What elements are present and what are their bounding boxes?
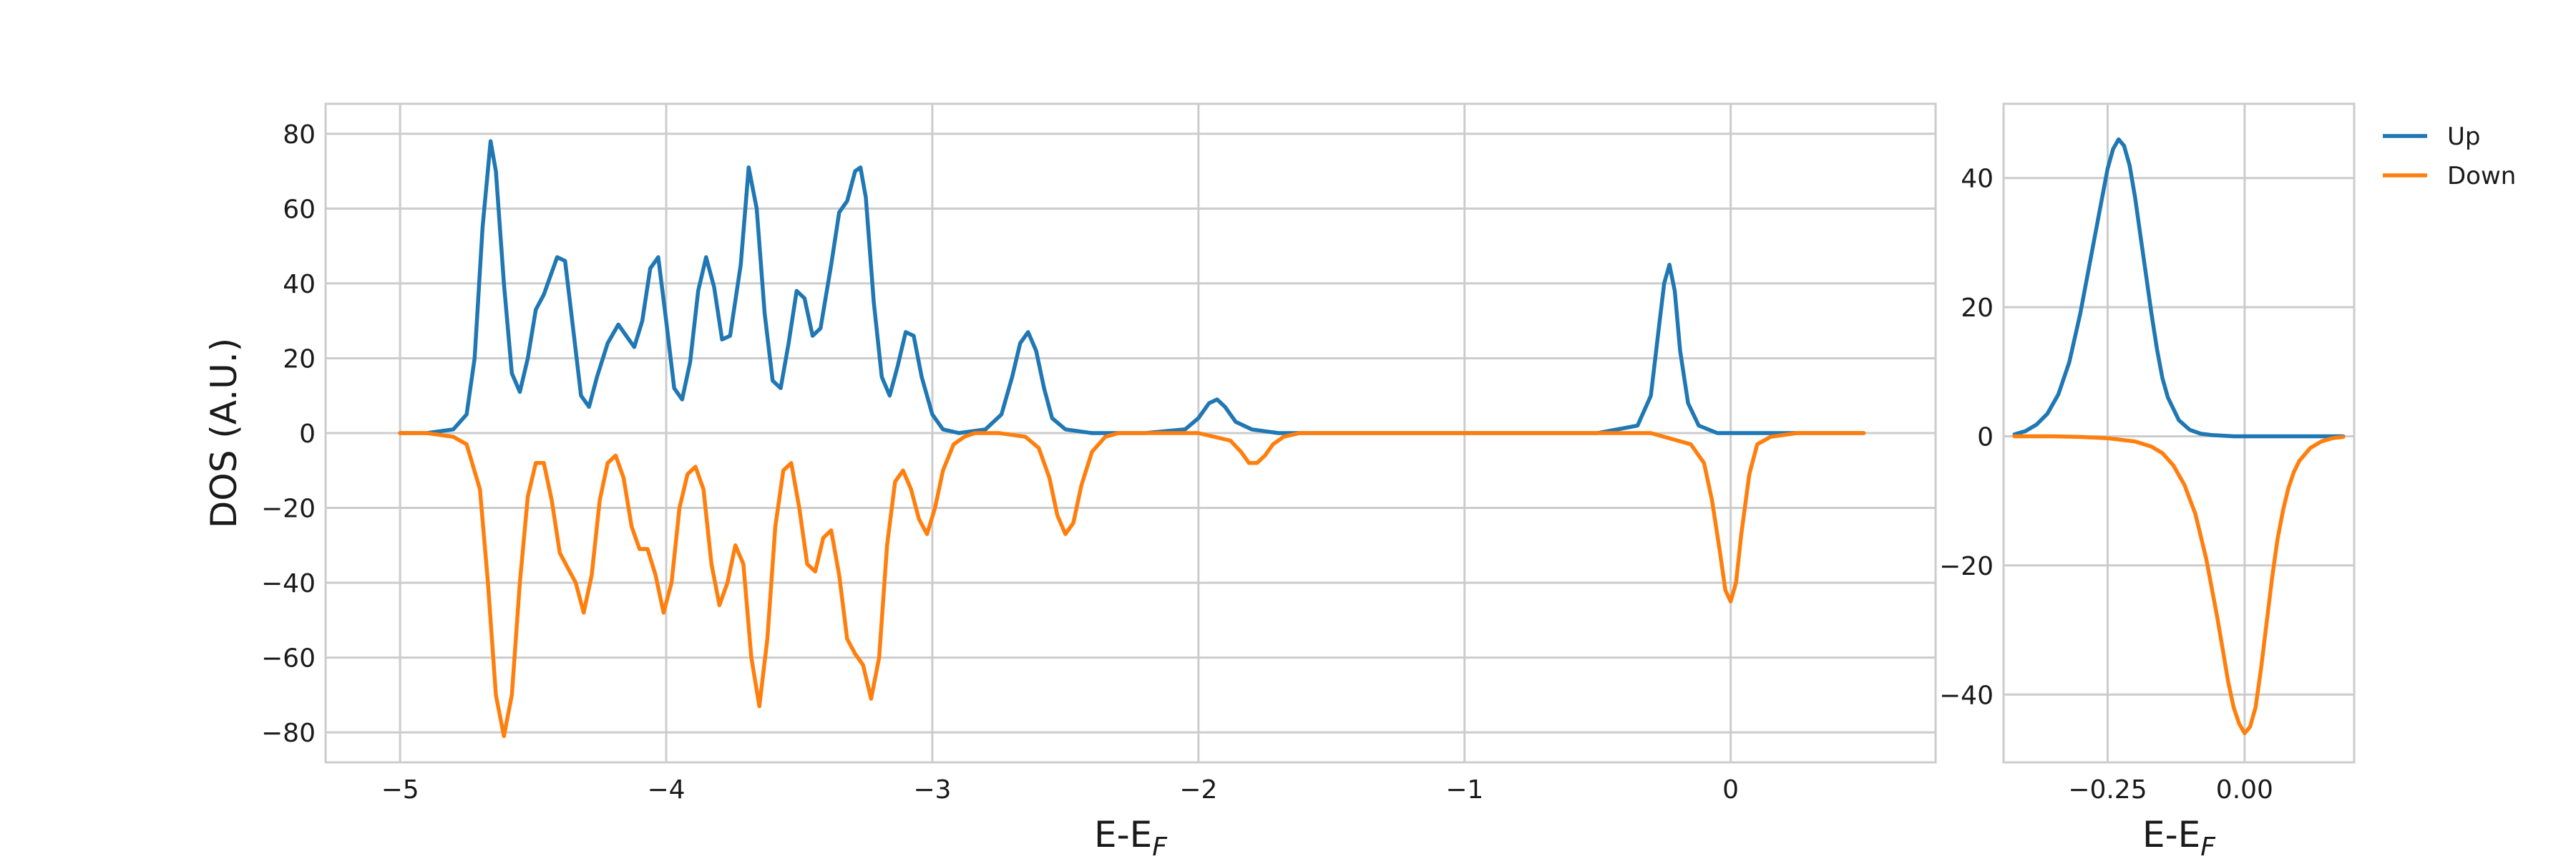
legend-label-down: Down xyxy=(2447,162,2516,190)
legend: Up Down xyxy=(2383,122,2516,190)
main-y-tick-label: −80 xyxy=(261,719,316,748)
main-y-tick-label: −60 xyxy=(261,644,316,674)
main-y-tick-label: 0 xyxy=(299,419,316,449)
main-series-down-line xyxy=(398,431,1866,739)
zoom-y-tick-label: 20 xyxy=(1961,293,1994,323)
main-x-tick-label: 0 xyxy=(1722,775,1739,805)
zoom-y-tick-label: 40 xyxy=(1961,165,1994,194)
zoom-x-ticks: −0.25 0.00 xyxy=(2068,775,2273,805)
zoom-y-tick-label: 0 xyxy=(1977,423,1994,452)
zoom-y-tick-label: −40 xyxy=(1939,681,1994,710)
zoom-x-axis-label-subscript: F xyxy=(2200,833,2216,859)
main-plot-frame xyxy=(324,102,1937,764)
zoom-plot-frame xyxy=(2002,102,2356,764)
main-y-tick-label: −40 xyxy=(261,569,316,598)
main-x-axis-label-text: E-E xyxy=(1094,814,1152,855)
main-x-tick-label: −2 xyxy=(1179,775,1217,805)
zoom-grid xyxy=(2004,104,2354,762)
main-x-tick-label: −1 xyxy=(1445,775,1483,805)
main-series xyxy=(398,139,1866,739)
zoom-x-tick-label: −0.25 xyxy=(2068,775,2147,805)
main-y-tick-label: 20 xyxy=(283,344,316,374)
main-y-tick-label: 80 xyxy=(283,120,316,150)
main-y-tick-label: 40 xyxy=(283,270,316,299)
zoom-series-down-line xyxy=(2012,434,2346,736)
main-x-tick-label: −3 xyxy=(913,775,951,805)
zoom-x-tick-label: 0.00 xyxy=(2216,775,2273,805)
legend-label-up: Up xyxy=(2447,122,2480,151)
main-y-tick-label: 60 xyxy=(283,195,316,224)
zoom-x-axis-label: E-EF xyxy=(2142,814,2216,859)
main-x-ticks: −5 −4 −3 −2 −1 0 xyxy=(381,775,1739,805)
zoom-series xyxy=(2012,137,2346,736)
main-x-tick-label: −5 xyxy=(381,775,419,805)
main-y-tick-label: −20 xyxy=(261,495,316,524)
main-series-up-line xyxy=(398,139,1866,435)
zoom-series-up-line xyxy=(2012,137,2346,439)
main-y-axis-label: DOS (A.U.) xyxy=(203,338,245,528)
main-y-ticks: 80 60 40 20 0 −20 −40 −60 −80 xyxy=(261,120,316,748)
main-x-tick-label: −4 xyxy=(647,775,685,805)
zoom-x-axis-label-text: E-E xyxy=(2142,814,2200,855)
main-x-axis-label-subscript: F xyxy=(1152,833,1168,859)
zoom-dos-plot: −0.25 0.00 40 20 0 −20 −40 E-EF xyxy=(1939,102,2356,859)
main-x-axis-label: E-EF xyxy=(1094,814,1168,859)
zoom-y-tick-label: −20 xyxy=(1939,552,1994,581)
main-dos-plot: −5 −4 −3 −2 −1 0 80 60 40 20 0 −20 −40 −60 −80 E-EF D… xyxy=(203,102,1937,859)
zoom-y-ticks: 40 20 0 −20 −40 xyxy=(1939,165,1994,711)
